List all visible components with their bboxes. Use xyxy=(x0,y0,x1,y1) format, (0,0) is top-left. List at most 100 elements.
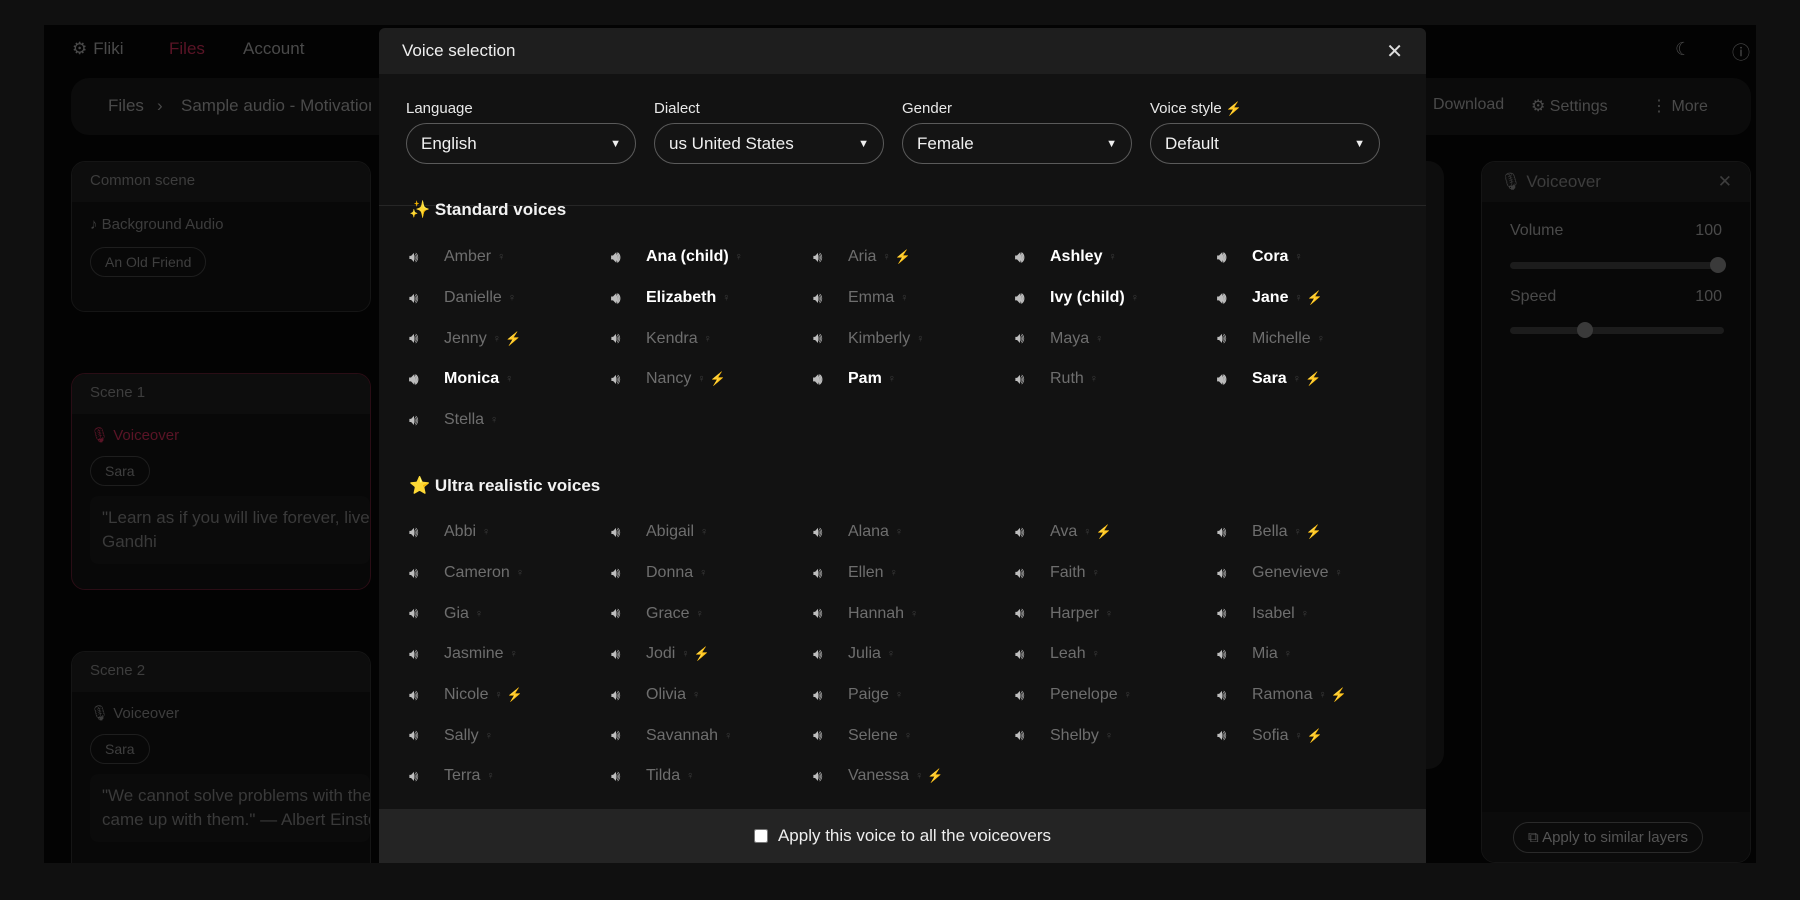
speaker-icon[interactable]: 🔊︎ xyxy=(1015,564,1025,582)
speaker-icon[interactable]: 🔊︎ xyxy=(1217,686,1227,704)
voice-option[interactable]: 🔊︎ Isabel ♀ xyxy=(1217,593,1419,634)
help-icon[interactable]: ⓘ xyxy=(1732,43,1750,63)
moon-icon[interactable]: ☾ xyxy=(1675,39,1692,59)
speed-slider[interactable] xyxy=(1510,322,1724,338)
speaker-icon[interactable]: 🔊︎ xyxy=(813,289,823,307)
speaker-icon[interactable]: 🔊︎ xyxy=(1217,727,1227,745)
voice-option[interactable]: 🔊︎ Leah ♀ xyxy=(1015,634,1217,675)
download-button[interactable]: Download xyxy=(1433,96,1505,113)
voice-option[interactable]: 🔊︎ Monica ♀ xyxy=(409,359,611,400)
voice-option[interactable]: 🔊︎ Emma ♀ xyxy=(813,278,1015,319)
voice-option[interactable]: 🔊︎ Michelle ♀ xyxy=(1217,318,1419,359)
speaker-icon[interactable]: 🔊︎ xyxy=(409,289,419,307)
speaker-icon[interactable]: 🔊︎ xyxy=(409,411,419,429)
voice-option[interactable]: 🔊︎ Jenny ♀ ⚡ xyxy=(409,318,611,359)
speaker-icon[interactable]: 🔊︎ xyxy=(611,645,621,663)
common-scene-card[interactable]: Common scene ♪ Background Audio An Old F… xyxy=(71,161,371,312)
voice-option[interactable]: 🔊︎ Ellen ♀ xyxy=(813,553,1015,594)
nav-files[interactable]: Files xyxy=(169,39,205,58)
voice-option[interactable]: 🔊︎ Savannah ♀ xyxy=(611,715,813,756)
speaker-icon[interactable]: 🔊︎ xyxy=(813,370,823,388)
speaker-icon[interactable]: 🔊︎ xyxy=(1217,564,1227,582)
voice-option[interactable]: 🔊︎ Ivy (child) ♀ xyxy=(1015,278,1217,319)
apply-similar-button[interactable]: ⧉ Apply to similar layers xyxy=(1513,822,1703,853)
voice-option[interactable]: 🔊︎ Elizabeth ♀ xyxy=(611,278,813,319)
voice-option[interactable]: 🔊︎ Selene ♀ xyxy=(813,715,1015,756)
speaker-icon[interactable]: 🔊︎ xyxy=(409,645,419,663)
speaker-icon[interactable]: 🔊︎ xyxy=(611,605,621,623)
speaker-icon[interactable]: 🔊︎ xyxy=(409,727,419,745)
speaker-icon[interactable]: 🔊︎ xyxy=(1015,686,1025,704)
nav-account[interactable]: Account xyxy=(243,39,305,58)
voice-option[interactable]: 🔊︎ Jasmine ♀ xyxy=(409,634,611,675)
panel-close-icon[interactable]: ✕ xyxy=(1717,172,1732,191)
voice-option[interactable]: 🔊︎ Olivia ♀ xyxy=(611,675,813,716)
voice-option[interactable]: 🔊︎ Jane ♀ ⚡ xyxy=(1217,278,1419,319)
voice-option[interactable]: 🔊︎ Alana ♀ xyxy=(813,512,1015,553)
voice-option[interactable]: 🔊︎ Ruth ♀ xyxy=(1015,359,1217,400)
speaker-icon[interactable]: 🔊︎ xyxy=(409,523,419,541)
speaker-icon[interactable]: 🔊︎ xyxy=(813,767,823,785)
dialect-select[interactable]: us United States ▼ xyxy=(654,123,884,164)
speaker-icon[interactable]: 🔊︎ xyxy=(1015,605,1025,623)
speaker-icon[interactable]: 🔊︎ xyxy=(1015,370,1025,388)
speaker-icon[interactable]: 🔊︎ xyxy=(611,686,621,704)
voice-option[interactable]: 🔊︎ Abbi ♀ xyxy=(409,512,611,553)
voice-option[interactable]: 🔊︎ Terra ♀ xyxy=(409,756,611,797)
speaker-icon[interactable]: 🔊︎ xyxy=(611,727,621,745)
voice-option[interactable]: 🔊︎ Ashley ♀ xyxy=(1015,237,1217,278)
voice-style-select[interactable]: Default ▼ xyxy=(1150,123,1380,164)
speaker-icon[interactable]: 🔊︎ xyxy=(611,289,621,307)
close-icon[interactable]: ✕ xyxy=(1386,40,1403,63)
speaker-icon[interactable]: 🔊︎ xyxy=(611,767,621,785)
voice-option[interactable]: 🔊︎ Maya ♀ xyxy=(1015,318,1217,359)
scene-2-card[interactable]: Scene 2 🎙︎ Voiceover Sara "We cannot sol… xyxy=(71,651,371,863)
speaker-icon[interactable]: 🔊︎ xyxy=(1015,727,1025,745)
voice-option[interactable]: 🔊︎ Abigail ♀ xyxy=(611,512,813,553)
speaker-icon[interactable]: 🔊︎ xyxy=(611,523,621,541)
speaker-icon[interactable]: 🔊︎ xyxy=(813,727,823,745)
breadcrumb-root[interactable]: Files xyxy=(108,96,144,115)
voice-option[interactable]: 🔊︎ Bella ♀ ⚡ xyxy=(1217,512,1419,553)
speaker-icon[interactable]: 🔊︎ xyxy=(409,686,419,704)
scene-1-card[interactable]: Scene 1 🎙︎ Voiceover Sara "Learn as if y… xyxy=(71,373,371,590)
voice-option[interactable]: 🔊︎ Sofia ♀ ⚡ xyxy=(1217,715,1419,756)
voice-option[interactable]: 🔊︎ Penelope ♀ xyxy=(1015,675,1217,716)
voice-option[interactable]: 🔊︎ Ava ♀ ⚡ xyxy=(1015,512,1217,553)
background-audio-layer[interactable]: ♪ Background Audio xyxy=(72,202,370,247)
voice-option[interactable]: 🔊︎ Gia ♀ xyxy=(409,593,611,634)
voice-option[interactable]: 🔊︎ Donna ♀ xyxy=(611,553,813,594)
scene-1-voiceover-layer[interactable]: 🎙︎ Voiceover xyxy=(72,414,370,456)
speaker-icon[interactable]: 🔊︎ xyxy=(813,523,823,541)
voice-option[interactable]: 🔊︎ Cora ♀ xyxy=(1217,237,1419,278)
settings-button[interactable]: ⚙ Settings xyxy=(1531,96,1608,116)
voice-option[interactable]: 🔊︎ Mia ♀ xyxy=(1217,634,1419,675)
scene-1-text[interactable]: "Learn as if you will live forever, live… xyxy=(90,496,370,564)
speaker-icon[interactable]: 🔊︎ xyxy=(409,248,419,266)
voice-option[interactable]: 🔊︎ Vanessa ♀ ⚡ xyxy=(813,756,1015,797)
speaker-icon[interactable]: 🔊︎ xyxy=(1217,523,1227,541)
speaker-icon[interactable]: 🔊︎ xyxy=(409,564,419,582)
speaker-icon[interactable]: 🔊︎ xyxy=(813,645,823,663)
speaker-icon[interactable]: 🔊︎ xyxy=(1015,523,1025,541)
speaker-icon[interactable]: 🔊︎ xyxy=(611,330,621,348)
speaker-icon[interactable]: 🔊︎ xyxy=(1217,289,1227,307)
speaker-icon[interactable]: 🔊︎ xyxy=(409,330,419,348)
speaker-icon[interactable]: 🔊︎ xyxy=(1217,330,1227,348)
speaker-icon[interactable]: 🔊︎ xyxy=(1015,248,1025,266)
speaker-icon[interactable]: 🔊︎ xyxy=(611,248,621,266)
voice-option[interactable]: 🔊︎ Genevieve ♀ xyxy=(1217,553,1419,594)
voice-option[interactable]: 🔊︎ Julia ♀ xyxy=(813,634,1015,675)
voice-option[interactable]: 🔊︎ Sally ♀ xyxy=(409,715,611,756)
voice-option[interactable]: 🔊︎ Ana (child) ♀ xyxy=(611,237,813,278)
voice-option[interactable]: 🔊︎ Danielle ♀ xyxy=(409,278,611,319)
voice-pill[interactable]: Sara xyxy=(90,734,150,764)
speaker-icon[interactable]: 🔊︎ xyxy=(813,330,823,348)
speaker-icon[interactable]: 🔊︎ xyxy=(813,248,823,266)
speaker-icon[interactable]: 🔊︎ xyxy=(813,686,823,704)
voice-option[interactable]: 🔊︎ Tilda ♀ xyxy=(611,756,813,797)
speaker-icon[interactable]: 🔊︎ xyxy=(1015,289,1025,307)
speaker-icon[interactable]: 🔊︎ xyxy=(1015,645,1025,663)
voice-option[interactable]: 🔊︎ Jodi ♀ ⚡ xyxy=(611,634,813,675)
speaker-icon[interactable]: 🔊︎ xyxy=(1217,645,1227,663)
